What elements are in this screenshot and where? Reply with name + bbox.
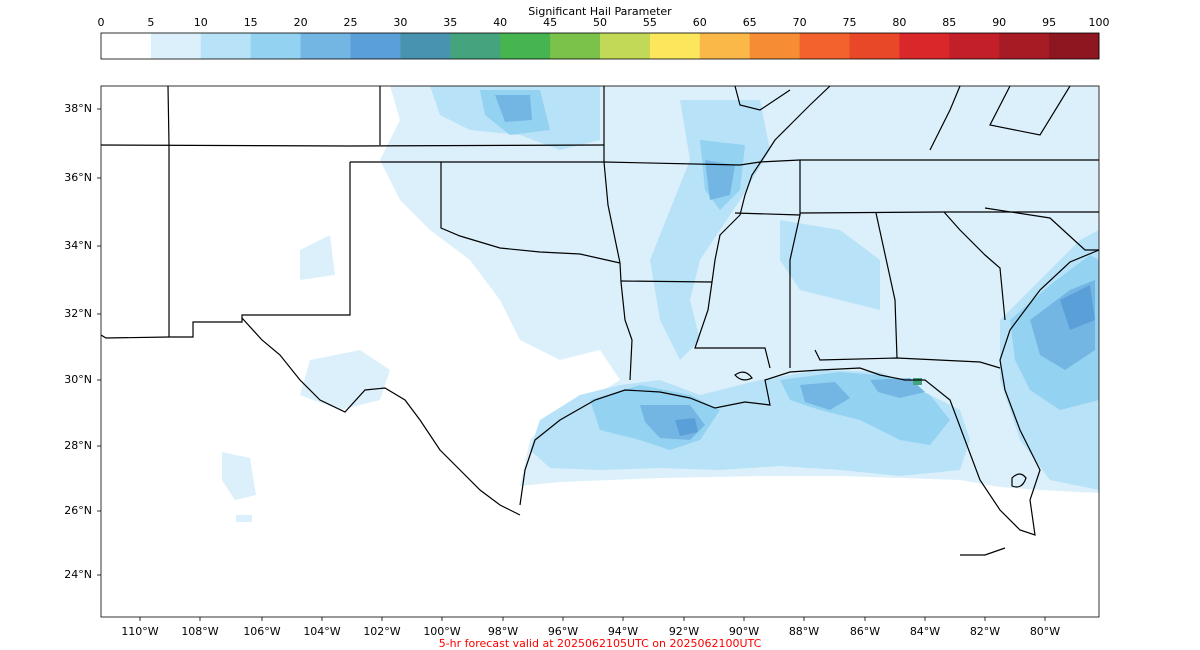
colorbar-tick-label: 20 xyxy=(293,16,308,29)
colorbar-cell xyxy=(1049,33,1100,59)
colorbar-cell xyxy=(500,33,551,59)
longitude-label: 110°W xyxy=(121,625,159,638)
longitude-label: 100°W xyxy=(423,625,461,638)
longitude-label: 80°W xyxy=(1029,625,1061,638)
longitude-label: 108°W xyxy=(181,625,219,638)
colorbar-tick-label: 45 xyxy=(543,16,558,29)
colorbar-cell xyxy=(600,33,651,59)
latitude-label: 32°N xyxy=(64,307,92,320)
longitude-label: 84°W xyxy=(909,625,941,638)
latitude-label: 24°N xyxy=(64,568,92,581)
forecast-valid-time: 5-hr forecast valid at 2025062105UTC on … xyxy=(438,637,762,650)
colorbar-tick-label: 30 xyxy=(393,16,408,29)
colorbar-tick-label: 40 xyxy=(493,16,508,29)
latitude-label: 38°N xyxy=(64,102,92,115)
longitude-label: 92°W xyxy=(668,625,700,638)
colorbar-tick-label: 50 xyxy=(593,16,607,29)
longitude-label: 88°W xyxy=(788,625,820,638)
colorbar-cell xyxy=(200,33,252,59)
colorbar-tick-label: 60 xyxy=(692,16,707,29)
colorbar-tick-label: 25 xyxy=(343,16,358,29)
colorbar-tick-label: 5 xyxy=(147,16,155,29)
longitude-label: 106°W xyxy=(243,625,281,638)
longitude-label: 82°W xyxy=(969,625,1001,638)
latitude-label: 30°N xyxy=(64,373,92,386)
state-borders xyxy=(101,86,1099,556)
longitude-label: 96°W xyxy=(547,625,579,638)
colorbar-cell xyxy=(300,33,351,59)
colorbar-cell xyxy=(799,33,850,59)
colorbar xyxy=(100,32,1100,60)
longitude-label: 104°W xyxy=(303,625,341,638)
colorbar-tick-label: 95 xyxy=(1042,16,1057,29)
colorbar-tick-label: 35 xyxy=(443,16,458,29)
colorbar-cell xyxy=(101,33,152,59)
colorbar-tick-label: 90 xyxy=(992,16,1007,29)
colorbar-cell xyxy=(649,33,701,59)
colorbar-tick-label: 65 xyxy=(742,16,757,29)
colorbar-tick-label: 70 xyxy=(792,16,807,29)
colorbar-tick-label: 75 xyxy=(842,16,857,29)
colorbar-tick-label: 85 xyxy=(942,16,957,29)
longitude-label: 86°W xyxy=(849,625,881,638)
hail-shading xyxy=(222,86,1099,522)
colorbar-tick-label: 0 xyxy=(97,16,105,29)
colorbar-cell xyxy=(749,33,801,59)
colorbar-cell xyxy=(250,33,302,59)
colorbar-cell xyxy=(899,33,950,59)
colorbar-cell xyxy=(400,33,451,59)
colorbar-cell xyxy=(450,33,501,59)
longitude-label: 94°W xyxy=(607,625,639,638)
colorbar-title: Significant Hail Parameter xyxy=(528,5,672,18)
latitude-label: 34°N xyxy=(64,239,92,252)
colorbar-cell xyxy=(150,33,202,59)
colorbar-tick-label: 100 xyxy=(1088,16,1110,29)
colorbar-tick-labels: 0 5 10 15 20 25 30 35 40 45 50 55 60 65 70 75 80 85 90 95 10… xyxy=(0,0,1200,30)
longitude-label: 90°W xyxy=(728,625,760,638)
longitude-label: 98°W xyxy=(487,625,519,638)
latitude-label: 26°N xyxy=(64,504,92,517)
colorbar-cell xyxy=(949,33,1000,59)
latitude-label: 28°N xyxy=(64,439,92,452)
colorbar-cell xyxy=(849,33,900,59)
colorbar-cell xyxy=(550,33,601,59)
latitude-label: 36°N xyxy=(64,171,92,184)
colorbar-tick-label: 55 xyxy=(642,16,657,29)
colorbar-cell xyxy=(350,33,401,59)
colorbar-cell xyxy=(699,33,751,59)
colorbar-cell xyxy=(999,33,1050,59)
colorbar-tick-label: 15 xyxy=(243,16,258,29)
colorbar-tick-label: 10 xyxy=(193,16,208,29)
longitude-label: 102°W xyxy=(363,625,401,638)
colorbar-tick-label: 80 xyxy=(892,16,907,29)
